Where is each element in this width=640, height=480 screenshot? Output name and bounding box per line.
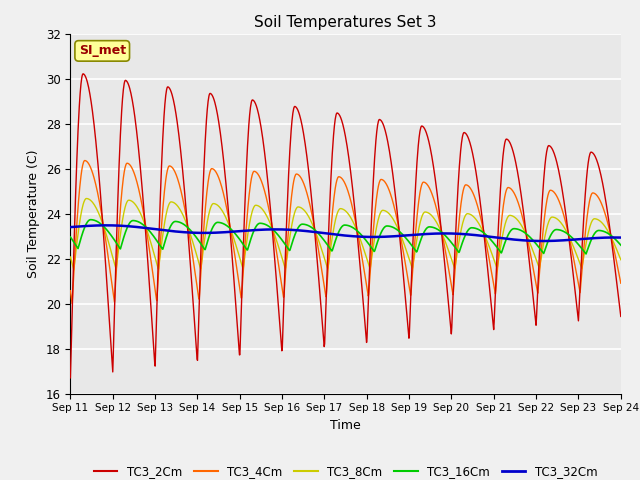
Text: SI_met: SI_met xyxy=(79,44,126,58)
X-axis label: Time: Time xyxy=(330,419,361,432)
Y-axis label: Soil Temperature (C): Soil Temperature (C) xyxy=(27,149,40,278)
Title: Soil Temperatures Set 3: Soil Temperatures Set 3 xyxy=(254,15,437,30)
Legend: TC3_2Cm, TC3_4Cm, TC3_8Cm, TC3_16Cm, TC3_32Cm: TC3_2Cm, TC3_4Cm, TC3_8Cm, TC3_16Cm, TC3… xyxy=(89,461,602,480)
